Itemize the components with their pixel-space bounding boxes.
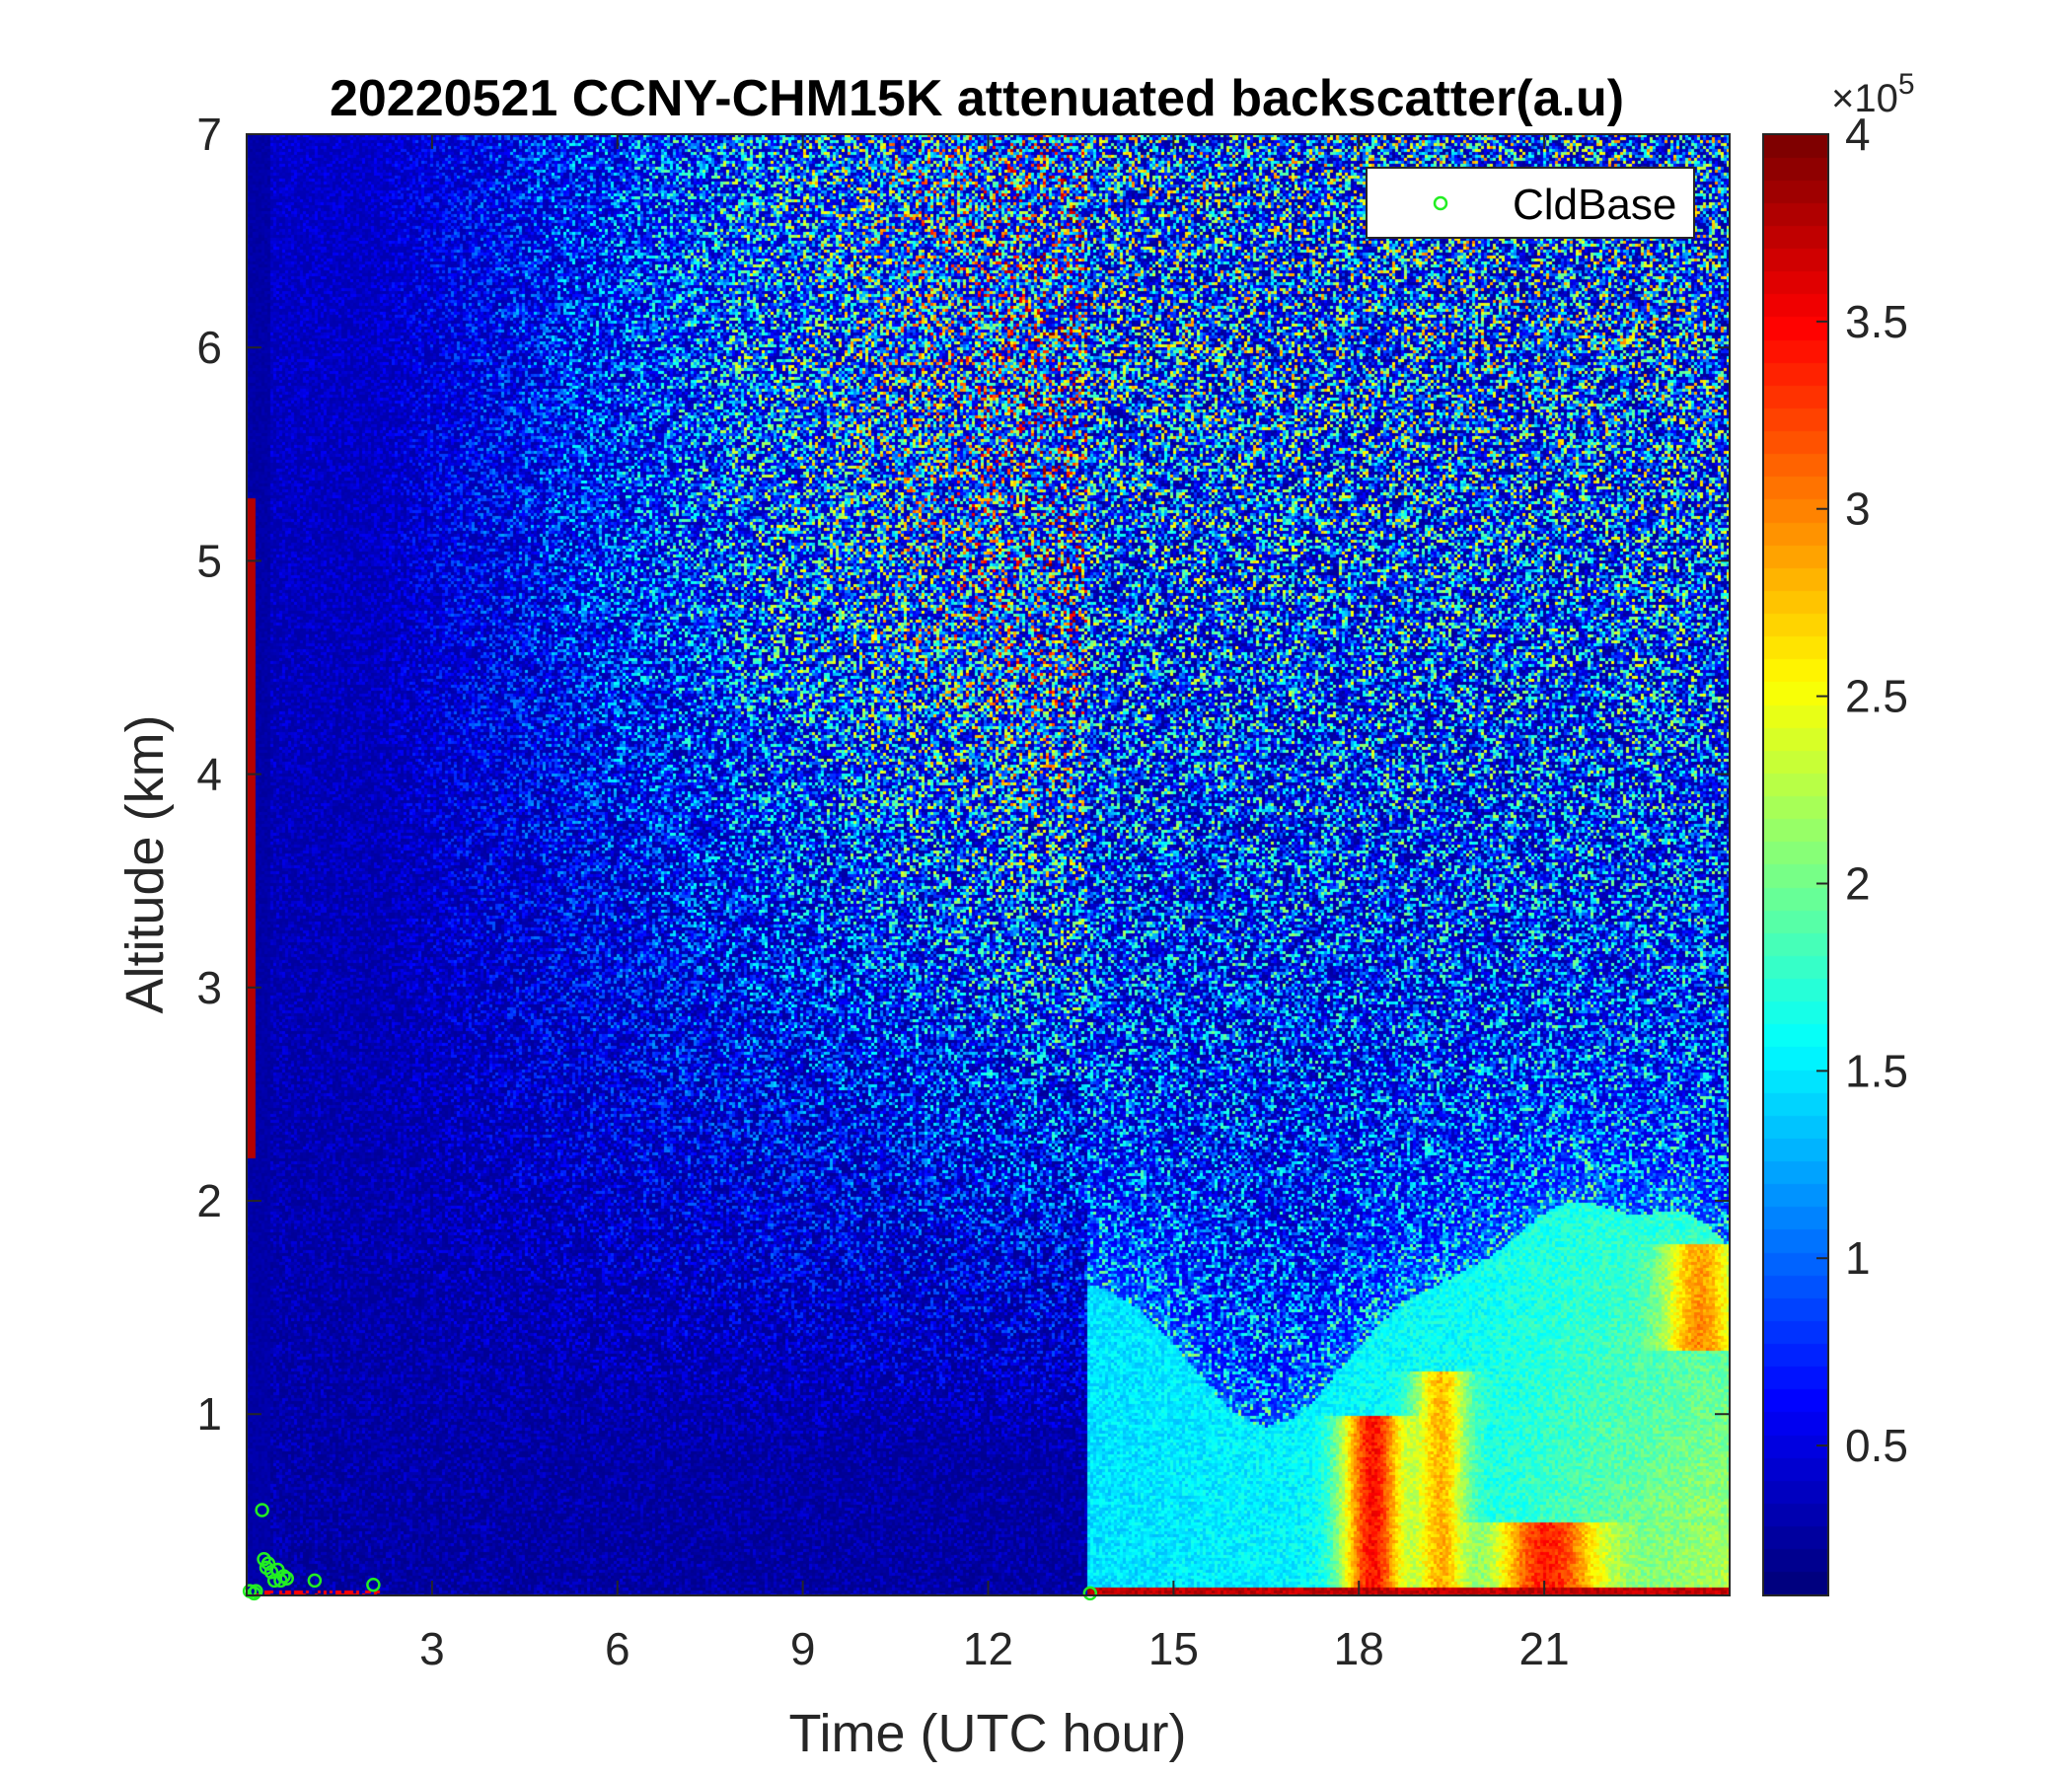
legend-marker-cldbase [1433,195,1448,211]
colorbar-tick-label: 4 [1845,109,1871,160]
cldbase-point [366,1577,381,1592]
x-tick-label: 9 [790,1623,816,1674]
colorbar-tick-label: 3 [1845,483,1871,535]
colorbar-ticks: 0.5 1 1.5 2 2.5 3 3.5 4 [1816,109,1908,1471]
colorbar-multiplier-base: ×10 [1831,77,1898,120]
cldbase-point [257,1551,271,1567]
colorbar-multiplier: ×105 [1831,68,1915,120]
y-tick-label: 1 [196,1388,222,1440]
x-axis-label: Time (UTC hour) [788,1704,1186,1763]
cldbase-point [255,1503,269,1517]
cldbase-point [307,1573,323,1589]
y-tick-label: 6 [196,322,222,373]
y-axis: 1 2 3 4 5 6 7 [196,109,1730,1440]
chart-title: 20220521 CCNY-CHM15K attenuated backscat… [330,70,1624,127]
cldbase-point [279,1571,294,1586]
x-tick-label: 3 [419,1623,445,1674]
y-tick-label: 2 [196,1175,222,1226]
x-tick-label: 15 [1148,1623,1199,1674]
colorbar: 0.5 1 1.5 2 2.5 3 3.5 4 ×105 [1762,68,1915,1596]
cldbase-point [247,1586,261,1601]
cldbase-point [263,1564,279,1580]
cldbase-markers [242,1503,1098,1601]
x-tick-label: 6 [605,1623,630,1674]
colorbar-tick-label: 2.5 [1845,671,1908,722]
y-axis-label: Altitude (km) [115,714,175,1013]
colorbar-tick-label: 0.5 [1845,1420,1908,1471]
cldbase-point [260,1556,276,1571]
y-tick-label: 7 [196,109,222,160]
cldbase-point [249,1584,263,1598]
x-tick-label: 18 [1334,1623,1384,1674]
y-tick-label: 3 [196,962,222,1013]
colorbar-tick-label: 1.5 [1845,1045,1908,1096]
colorbar-tick-label: 3.5 [1845,296,1908,347]
colorbar-multiplier-exponent: 5 [1898,68,1915,101]
colorbar-tick-label: 2 [1845,857,1871,909]
cldbase-point [1082,1586,1098,1601]
legend-box: CldBase [1366,167,1695,239]
x-tick-label: 21 [1519,1623,1570,1674]
colorbar-gradient [1763,134,1828,1595]
legend-label-cldbase: CldBase [1513,181,1676,229]
y-tick-label: 4 [196,749,222,800]
x-tick-label: 12 [963,1623,1013,1674]
colorbar-tick-label: 1 [1845,1232,1871,1284]
x-axis: 3 6 9 12 15 18 21 [419,134,1570,1674]
plot-area [242,133,1731,1601]
backscatter-heatmap [247,134,1730,1595]
y-tick-label: 5 [196,535,222,586]
